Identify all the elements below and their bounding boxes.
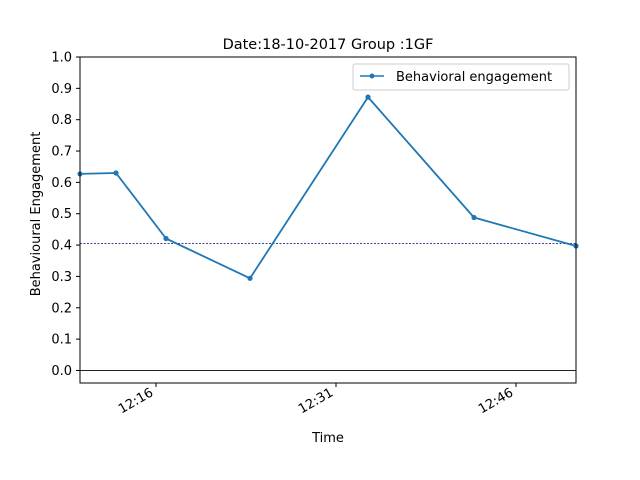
y-tick-label: 0.3	[51, 270, 72, 285]
data-point	[365, 94, 371, 100]
y-tick-label: 0.4	[51, 239, 72, 254]
y-tick-label: 0.2	[51, 301, 72, 316]
y-tick-label: 0.6	[51, 176, 72, 191]
y-tick-label: 0.0	[51, 364, 72, 379]
plot-frame	[79, 56, 577, 384]
data-point	[113, 170, 119, 176]
y-tick-label: 0.9	[51, 82, 72, 97]
data-point	[247, 275, 253, 281]
legend-marker-swatch	[369, 73, 375, 79]
y-axis-label: Behavioural Engagement	[29, 132, 44, 297]
legend-box	[352, 63, 570, 91]
data-point	[163, 235, 169, 242]
chart-title: Date:18-10-2017 Group :1GF	[223, 37, 434, 53]
x-axis-label: Time	[311, 431, 344, 446]
legend-label: Behavioral engagement	[396, 70, 552, 85]
data-point	[471, 214, 477, 221]
y-tick-label: 0.8	[51, 113, 72, 128]
legend: Behavioral engagement	[352, 63, 570, 91]
y-tick-label: 0.5	[51, 207, 72, 222]
y-tick-label: 0.7	[51, 145, 72, 160]
y-tick-label: 1.0	[51, 51, 72, 66]
y-tick-label: 0.1	[51, 333, 72, 348]
